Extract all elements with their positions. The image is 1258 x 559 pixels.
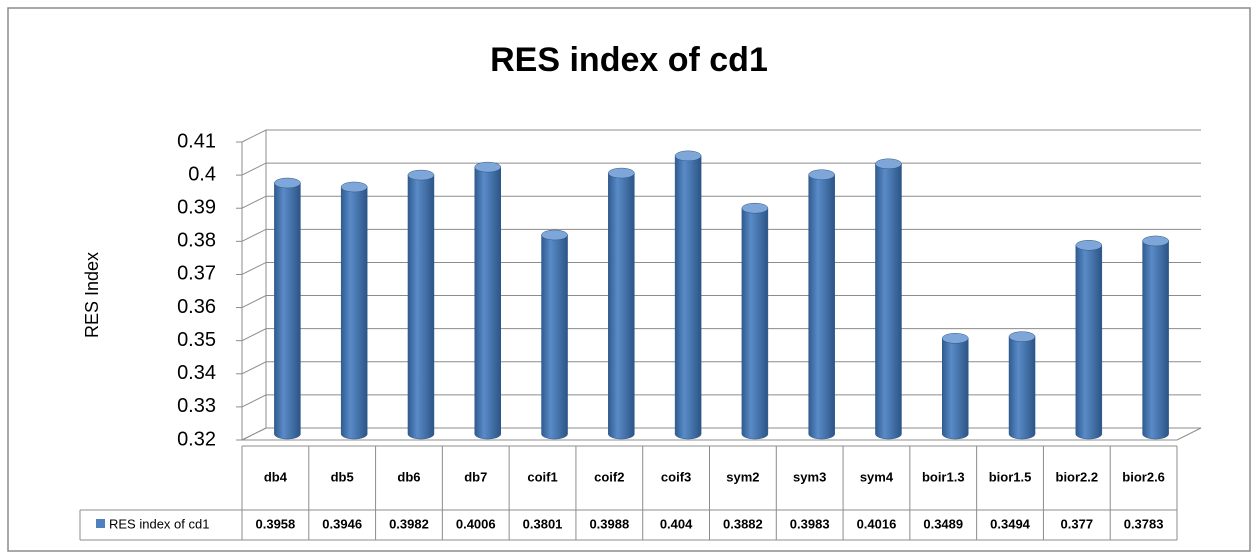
bar-top: [808, 169, 835, 180]
bar: [474, 166, 501, 440]
bar-top: [541, 229, 568, 241]
y-tick-label: 0.34: [177, 362, 216, 384]
bar-top: [674, 150, 702, 162]
data-table-value: 0.3801: [523, 516, 563, 531]
x-tick-label: bior2.2: [1056, 469, 1099, 484]
x-tick-label: sym4: [860, 469, 894, 484]
bar: [674, 155, 702, 440]
bar: [875, 163, 902, 440]
legend-key: [96, 519, 105, 528]
bar: [274, 182, 301, 440]
bar-top: [1142, 235, 1169, 247]
data-table-value: 0.3988: [589, 516, 629, 531]
y-tick-label: 0.4: [188, 163, 216, 185]
bar-top: [274, 177, 301, 189]
x-tick-label: sym2: [726, 469, 759, 484]
data-table-value: 0.377: [1061, 516, 1094, 531]
y-tick-label: 0.37: [177, 263, 216, 285]
x-tick-label: coif3: [661, 469, 691, 484]
x-tick-label: db7: [464, 469, 487, 484]
data-table-value: 0.3783: [1124, 516, 1164, 531]
data-table-value: 0.3494: [990, 516, 1031, 531]
y-tick-label: 0.35: [177, 329, 216, 351]
y-axis-label: RES Index: [82, 252, 102, 338]
x-tick-label: bior1.5: [989, 469, 1032, 484]
grid-line: [241, 129, 1201, 143]
x-tick-label: coif2: [594, 469, 624, 484]
y-tick-label: 0.36: [177, 296, 216, 318]
x-tick-label: db5: [331, 469, 354, 484]
y-tick-label: 0.33: [177, 395, 216, 417]
bar: [541, 234, 568, 440]
bar: [808, 174, 835, 440]
floor: [241, 427, 1202, 441]
bar: [407, 174, 435, 440]
bar-top: [741, 202, 769, 214]
data-table-value: 0.4006: [456, 516, 496, 531]
bar: [1142, 240, 1169, 440]
data-table-value: 0.3946: [322, 516, 362, 531]
x-tick-label: coif1: [527, 469, 557, 484]
y-tick-label: 0.39: [177, 197, 216, 219]
bar-top: [875, 158, 902, 170]
data-table-value: 0.404: [660, 516, 693, 531]
bar-top: [942, 333, 969, 344]
bar-top: [1075, 240, 1103, 251]
bar-top: [407, 169, 435, 181]
x-tick-label: db4: [264, 469, 288, 484]
legend-label: RES index of cd1: [109, 516, 209, 531]
y-tick-label: 0.41: [177, 130, 216, 152]
bar: [608, 172, 635, 440]
y-tick-label: 0.38: [177, 230, 216, 252]
data-table-value: 0.3983: [790, 516, 830, 531]
bar-top: [340, 181, 368, 193]
bar-top: [608, 167, 635, 179]
data-table-value: 0.3958: [256, 516, 296, 531]
bar: [1075, 245, 1103, 440]
x-tick-label: boir1.3: [922, 469, 965, 484]
x-tick-label: sym3: [793, 469, 826, 484]
bar: [1008, 336, 1036, 440]
x-tick-label: bior2.6: [1122, 469, 1165, 484]
chart-title: RES index of cd1: [490, 41, 768, 79]
bar: [942, 338, 969, 440]
data-table-value: 0.3882: [723, 516, 763, 531]
data-table-value: 0.3982: [389, 516, 429, 531]
bar: [340, 186, 368, 440]
data-table-value: 0.3489: [923, 516, 963, 531]
bar-top: [1008, 331, 1036, 342]
data-table-value: 0.4016: [857, 516, 897, 531]
y-tick-label: 0.32: [177, 428, 216, 450]
bar-top: [474, 161, 501, 173]
bar: [741, 207, 769, 440]
x-tick-label: db6: [397, 469, 420, 484]
